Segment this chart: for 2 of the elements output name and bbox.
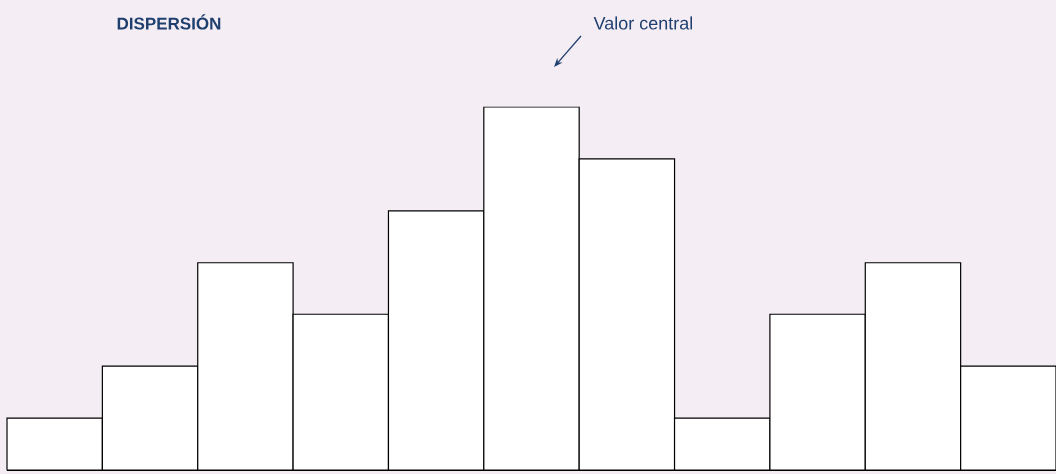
chart-title: DISPERSIÓN — [117, 14, 221, 30]
text: Valor central — [593, 16, 693, 30]
